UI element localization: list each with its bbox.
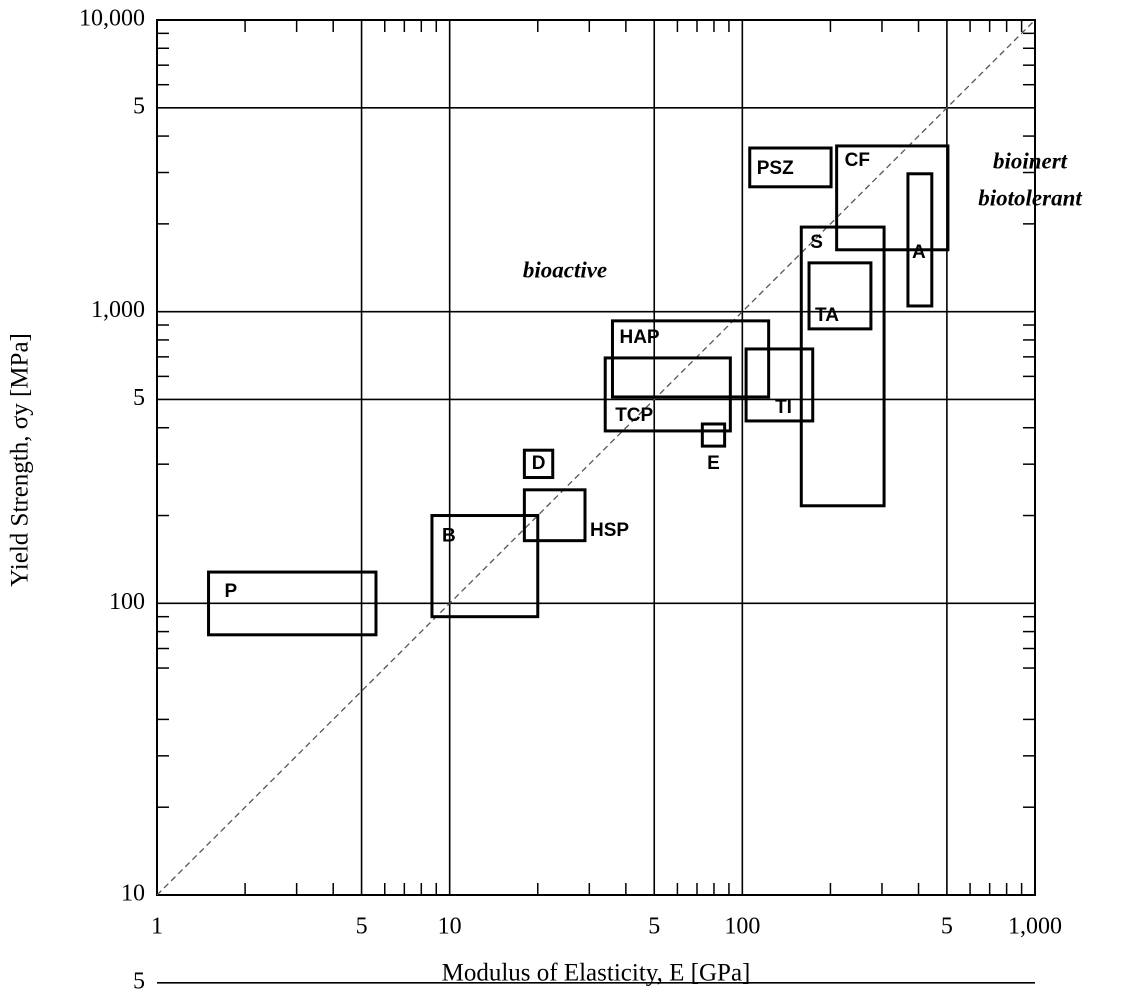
box-label: TA: [815, 305, 839, 326]
box-label: TCP: [615, 405, 653, 426]
box-label: A: [912, 242, 926, 263]
box-label: HSP: [590, 520, 629, 541]
plot-frame: [156, 19, 1036, 896]
region-box: [522, 488, 587, 543]
annotation: bioinert: [993, 148, 1068, 173]
region-box: [744, 347, 815, 423]
x-tick-label: 100: [724, 914, 760, 940]
y-tick-label: 5: [133, 93, 145, 119]
box-label: TI: [775, 397, 792, 418]
box-label: HAP: [619, 327, 659, 348]
region-box: [799, 225, 886, 508]
y-axis-label: Yield Strength, σy [MPa]: [7, 333, 34, 587]
y-tick-label: 10: [121, 881, 145, 907]
annotation: biotolerant: [978, 185, 1082, 210]
region-box: [906, 172, 934, 308]
box-label: E: [707, 453, 720, 474]
y-tick-label: 10,000: [79, 6, 145, 32]
region-box: [522, 448, 555, 480]
x-tick-label: 5: [356, 914, 368, 940]
box-label: P: [225, 581, 238, 602]
reference-line: [156, 19, 1036, 896]
y-tick-label: 1,000: [91, 297, 145, 323]
y-tick-label: 100: [109, 589, 145, 615]
box-label: S: [810, 232, 823, 253]
region-box: [835, 144, 950, 252]
x-tick-label: 10: [438, 914, 462, 940]
box-label: CF: [845, 150, 870, 171]
region-box: [807, 261, 873, 331]
region-box: [430, 514, 540, 619]
x-tick-label: 5: [648, 914, 660, 940]
box-label: D: [532, 453, 546, 474]
y-tick-label: 5: [133, 968, 145, 994]
y-tick-label: 5: [133, 385, 145, 411]
region-box: [603, 356, 732, 433]
box-label: B: [442, 526, 456, 547]
x-tick-label: 5: [941, 914, 953, 940]
region-box: [748, 146, 833, 189]
x-tick-label: 1,000: [1008, 914, 1062, 940]
x-tick-label: 1: [151, 914, 163, 940]
region-box: [700, 422, 727, 448]
box-label: PSZ: [757, 158, 794, 179]
region-box: [207, 570, 378, 637]
annotation: bioactive: [523, 257, 607, 282]
